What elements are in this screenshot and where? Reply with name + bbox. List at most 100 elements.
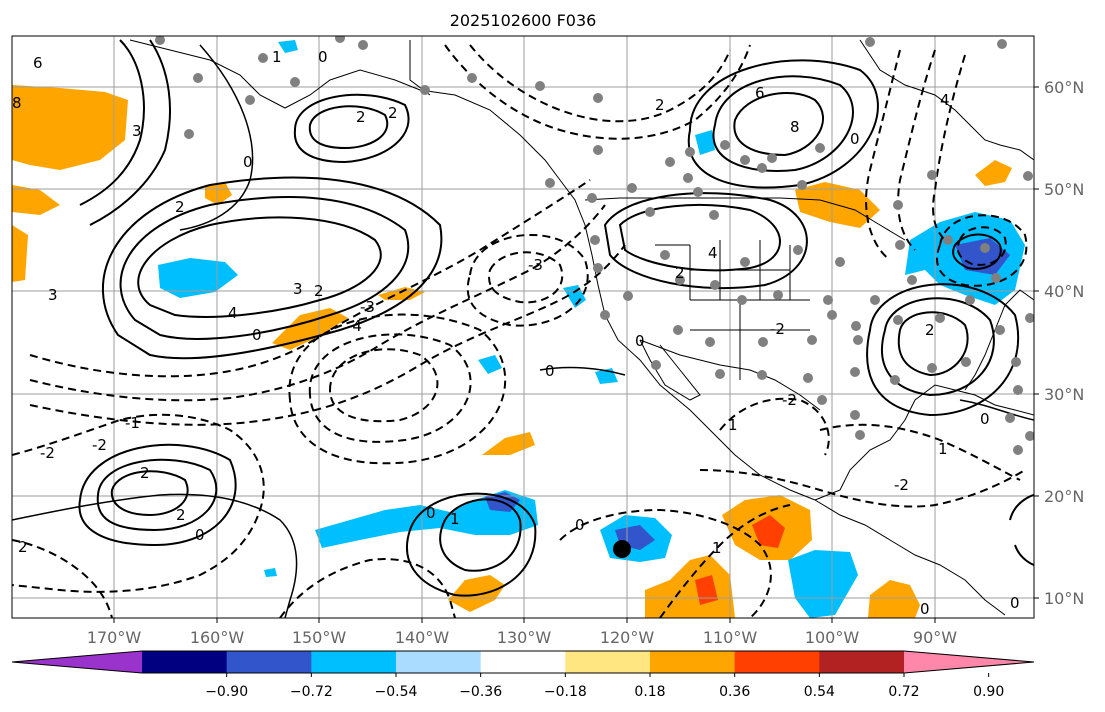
colorbar-extension-low bbox=[12, 651, 142, 673]
contour-neg-pacific-low3 bbox=[288, 313, 507, 465]
contour-label: 1 bbox=[712, 539, 722, 557]
contour-label: 0 bbox=[195, 526, 205, 544]
contour-label: 2 bbox=[356, 108, 366, 126]
contour-neg-south bbox=[279, 558, 456, 618]
contour-pos-trop-high bbox=[439, 498, 522, 572]
coastline-central-am bbox=[814, 499, 1006, 616]
contour-neg-subtrop-west bbox=[12, 413, 265, 593]
contour-label: 0 bbox=[252, 326, 262, 344]
contours-positive bbox=[78, 39, 1034, 597]
contour-pos-sub-pacific bbox=[110, 470, 189, 517]
shading-pos-west-edge bbox=[12, 185, 60, 215]
lat-tick-label: 60°N bbox=[1044, 78, 1084, 97]
shading-pos-trop1-core bbox=[752, 515, 785, 548]
shading-pos-east bbox=[975, 160, 1012, 186]
colorbar-segment bbox=[396, 651, 482, 673]
map-area: 6 8 3 1 0 2 2 0 2 4 3 2 -3 -4 0 3 -3 0 0… bbox=[12, 36, 1034, 618]
contour-label: 3 bbox=[48, 286, 58, 304]
shading-pos-pacific-band bbox=[272, 308, 348, 350]
contour-label: 0 bbox=[426, 504, 436, 522]
contours-zero bbox=[12, 44, 1034, 618]
lon-tick-label: 170°W bbox=[87, 628, 142, 647]
station-markers bbox=[155, 36, 1034, 455]
shading-neg-east-core bbox=[955, 238, 1010, 275]
lat-tick-label: 50°N bbox=[1044, 180, 1084, 199]
contour-label: 8 bbox=[12, 94, 22, 112]
contour-label: 6 bbox=[755, 84, 765, 102]
contour-label: -1 bbox=[125, 414, 140, 432]
contour-neg-coast-trough bbox=[488, 251, 564, 304]
axis-ticks bbox=[113, 86, 1039, 623]
contour-neg-east-low2 bbox=[936, 214, 1028, 287]
colorbar: −0.90 −0.72 −0.54 −0.36 −0.18 0.18 0.36 0.54 0.7… bbox=[11, 650, 1035, 700]
contour-label: 6 bbox=[33, 54, 43, 72]
contour-label: 1 bbox=[728, 416, 738, 434]
contour-label: 0 bbox=[575, 516, 585, 534]
contour-neg-pacific-low2 bbox=[308, 333, 472, 443]
storm-center-marker bbox=[613, 540, 631, 558]
colorbar-tick-label: −0.72 bbox=[290, 684, 333, 700]
contour-pos-pacific-ridge3 bbox=[101, 176, 443, 360]
contour-pos-sub-pacific2 bbox=[96, 458, 218, 532]
colorbar-segment bbox=[819, 651, 905, 673]
contour-pos-bering bbox=[79, 39, 145, 206]
colorbar-tick-label: −0.90 bbox=[205, 684, 248, 700]
contour-pos-aleutian bbox=[308, 105, 389, 150]
contour-label: -2 bbox=[894, 476, 909, 494]
colorbar-segment bbox=[142, 651, 228, 673]
contour-pos-aleutian2 bbox=[293, 93, 410, 164]
lon-tick-label: 150°W bbox=[292, 628, 347, 647]
shading-neg-trop-band bbox=[315, 490, 538, 548]
shading-pos-trop3 bbox=[868, 580, 920, 618]
contour-pos-east-high2 bbox=[881, 297, 995, 397]
lon-tick-label: 160°W bbox=[190, 628, 245, 647]
contour-neg-trop-east2 bbox=[699, 469, 1026, 508]
contour-label: -3 bbox=[528, 256, 543, 274]
shading-neg-small1 bbox=[278, 40, 298, 53]
contour-neg-coast-trough2 bbox=[466, 233, 589, 327]
contour-label: 2 bbox=[655, 96, 665, 114]
contour-neg-east-low bbox=[956, 226, 1007, 266]
colorbar-tick-label: 0.90 bbox=[973, 684, 1004, 700]
lon-tick-label: 90°W bbox=[913, 628, 957, 647]
shading-pos-west-edge2 bbox=[12, 225, 28, 282]
lat-tick-label: 40°N bbox=[1044, 282, 1084, 301]
contour-neg-alaska-trough2 bbox=[444, 44, 751, 140]
colorbar-tick-label: 0.72 bbox=[888, 684, 919, 700]
contour-neg-subtrop-west2 bbox=[12, 539, 113, 618]
contour-label: 0 bbox=[318, 48, 328, 66]
coastline-alaska bbox=[129, 39, 816, 501]
contour-zero-north bbox=[179, 44, 254, 231]
colorbar-segment bbox=[565, 651, 651, 673]
lon-tick-label: 100°W bbox=[805, 628, 860, 647]
colorbar-tick-label: −0.36 bbox=[459, 684, 502, 700]
contour-label: 0 bbox=[1010, 594, 1020, 612]
contour-label: 2 bbox=[388, 104, 398, 122]
colorbar-outline bbox=[11, 650, 1035, 674]
contour-label: -3 bbox=[360, 298, 375, 316]
lat-tick-label: 30°N bbox=[1044, 385, 1084, 404]
lon-tick-label: 120°W bbox=[600, 628, 655, 647]
shading-neg-canada bbox=[695, 130, 715, 155]
lon-tick-label: 110°W bbox=[703, 628, 758, 647]
figure-title: 2025102600 F036 bbox=[450, 11, 597, 30]
coastline-gulf bbox=[814, 384, 1034, 501]
colorbar-segment bbox=[734, 651, 820, 673]
colorbar-tick-label: −0.54 bbox=[375, 684, 418, 700]
contour-neg-east-trough bbox=[865, 49, 901, 261]
shading-pos-subtrop bbox=[482, 432, 535, 455]
contour-label: 1 bbox=[938, 440, 948, 458]
colorbar-segment bbox=[226, 651, 312, 673]
contour-pos-canada-ridge bbox=[618, 204, 781, 272]
colorbar-extension-high bbox=[904, 651, 1034, 673]
contour-label: 1 bbox=[272, 48, 282, 66]
contour-zero-west bbox=[12, 493, 298, 618]
colorbar-tick-label: 0.18 bbox=[634, 684, 665, 700]
contour-labels: 6 8 3 1 0 2 2 0 2 4 3 2 -3 -4 0 3 -3 0 0… bbox=[12, 48, 1020, 618]
contour-label: 2 bbox=[925, 321, 935, 339]
contour-pos-east-high bbox=[897, 311, 969, 377]
contour-label: 2 bbox=[140, 464, 150, 482]
colorbar-segment bbox=[311, 651, 397, 673]
contour-neg-long-band3 bbox=[29, 244, 626, 426]
